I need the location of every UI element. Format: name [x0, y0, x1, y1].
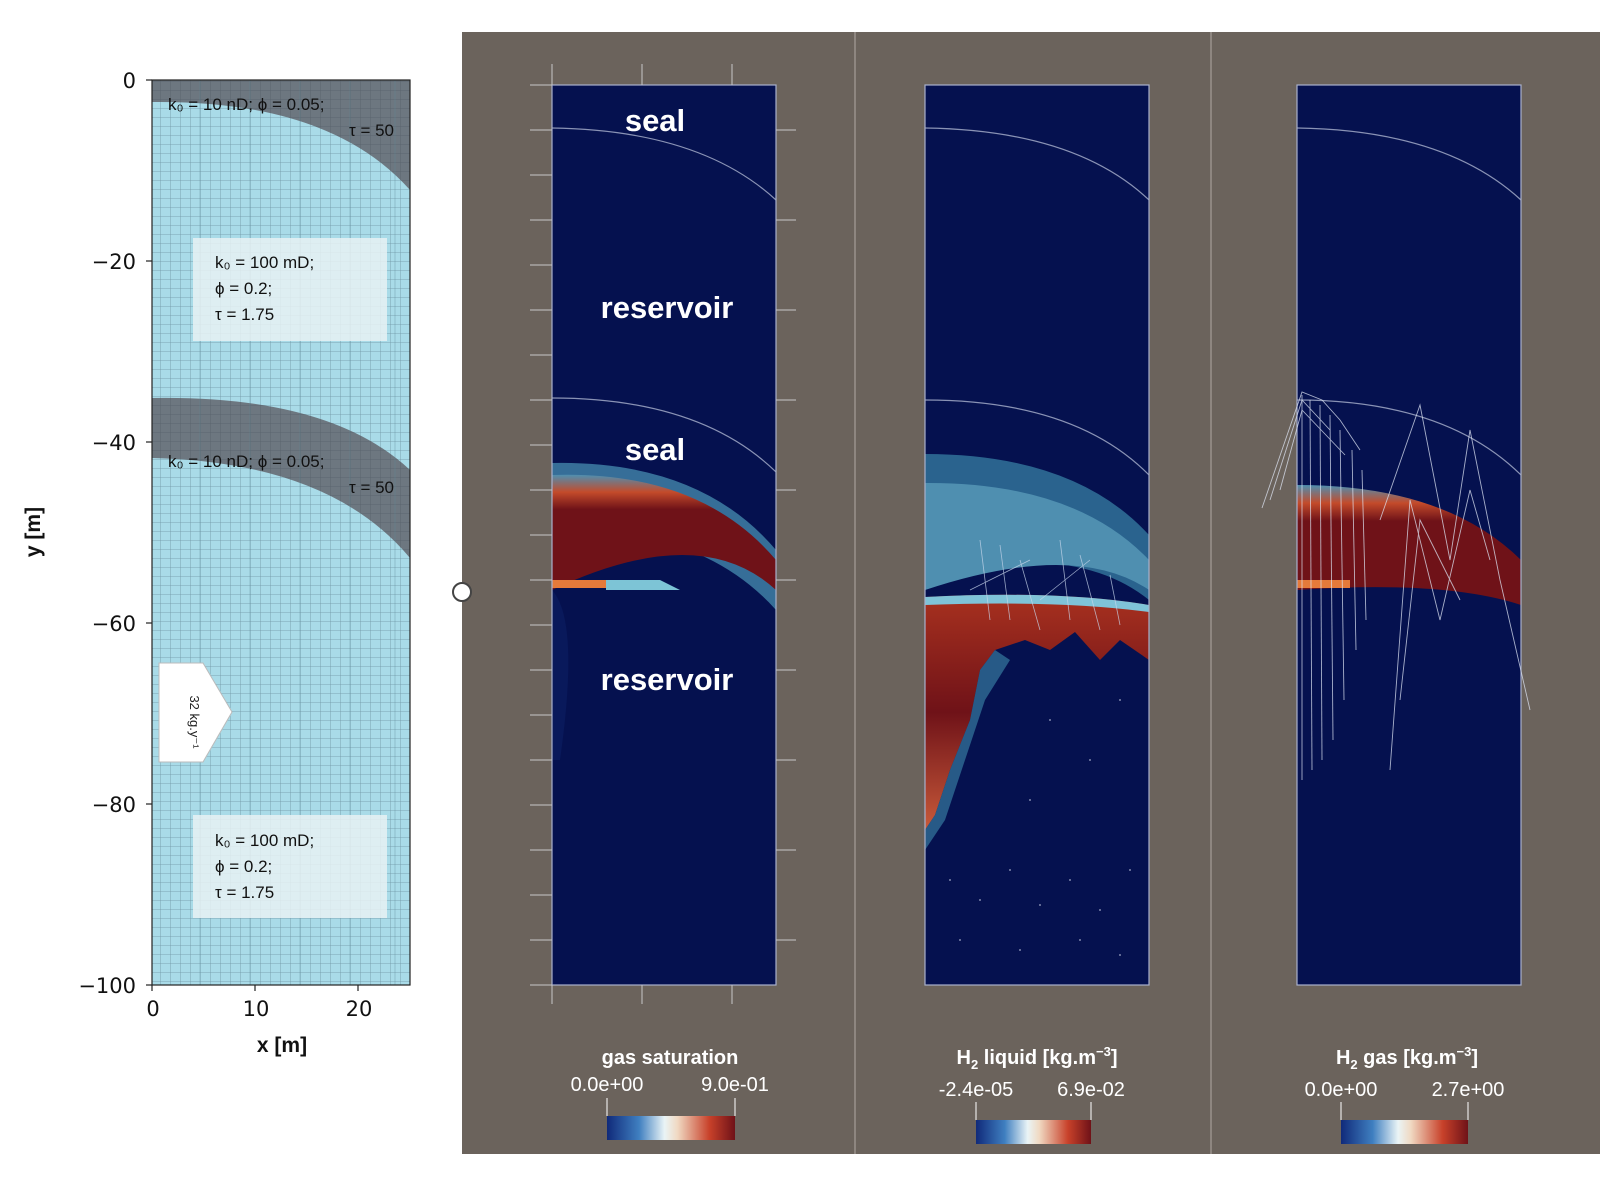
colorbar-3-title: H2 gas [kg.m−3] — [1336, 1044, 1478, 1072]
y-tick-3: −60 — [92, 612, 136, 636]
upper-seal-layer — [152, 80, 410, 190]
velocity-glyphs — [1261, 391, 1531, 780]
mesh-plot-frame — [151, 79, 411, 986]
y-tick-5: −100 — [78, 974, 136, 998]
layer-3-line-1: k₀ = 10 nD; ϕ = 0.05; — [168, 452, 324, 471]
layer-4-label-box — [193, 815, 387, 918]
label-upper-reservoir: reservoir — [601, 290, 734, 325]
colorbar-1-title: gas saturation — [602, 1047, 739, 1069]
layer-2-line-2: ϕ = 0.2; — [215, 279, 272, 298]
colorbar-3 — [1341, 1120, 1468, 1144]
colorbar-2-min: -2.4e-05 — [939, 1079, 1014, 1101]
y-tick-4: −80 — [92, 793, 136, 817]
layer-1-line-2: τ = 50 — [349, 121, 394, 140]
panel-h2-gas: H2 gas [kg.m−3] 0.0e+00 2.7e+00 — [1261, 84, 1531, 1144]
mesh-plot: 32 kg.y⁻¹ k₀ = 10 nD; ϕ = 0.05; τ = 50 k… — [22, 69, 411, 1057]
colorbar-2-max: 6.9e-02 — [1057, 1079, 1125, 1101]
label-lower-reservoir: reservoir — [601, 662, 734, 697]
panel-splitter-handle[interactable] — [452, 582, 472, 602]
colorbar-2-title: H2 liquid [kg.m−3] — [957, 1044, 1118, 1072]
panel-h2-liquid: H2 liquid [kg.m−3] -2.4e-05 6.9e-02 — [924, 84, 1150, 1144]
layer-3-line-2: τ = 50 — [349, 478, 394, 497]
layer-1-line-1: k₀ = 10 nD; ϕ = 0.05; — [168, 95, 324, 114]
x-tick-1: 10 — [243, 997, 270, 1021]
colorbar-1-min: 0.0e+00 — [571, 1074, 644, 1096]
y-axis-label: y [m] — [22, 507, 45, 557]
panel-gas-saturation: seal reservoir seal reservoir gas satura… — [530, 64, 796, 1140]
y-tick-2: −40 — [92, 431, 136, 455]
colorbar-3-min: 0.0e+00 — [1305, 1079, 1378, 1101]
injection-rate-label: 32 kg.y⁻¹ — [187, 695, 202, 749]
x-axis-label: x [m] — [257, 1034, 307, 1057]
label-lower-seal: seal — [625, 432, 685, 467]
y-tick-1: −20 — [92, 250, 136, 274]
colorbar-2 — [976, 1120, 1091, 1144]
x-tick-0: 0 — [146, 997, 159, 1021]
layer-2-line-1: k₀ = 100 mD; — [215, 253, 314, 272]
label-upper-seal: seal — [625, 103, 685, 138]
y-tick-0: 0 — [123, 69, 136, 93]
lower-seal-layer — [152, 397, 410, 558]
colorbar-1-max: 9.0e-01 — [701, 1074, 769, 1096]
injection-arrow — [158, 662, 233, 763]
colorbar-3-max: 2.7e+00 — [1432, 1079, 1505, 1101]
layer-2-line-3: τ = 1.75 — [215, 305, 274, 324]
x-tick-2: 20 — [346, 997, 373, 1021]
layer-4-line-2: ϕ = 0.2; — [215, 857, 272, 876]
colorbar-1 — [607, 1116, 735, 1140]
layer-4-line-1: k₀ = 100 mD; — [215, 831, 314, 850]
layer-4-line-3: τ = 1.75 — [215, 883, 274, 902]
layer-2-label-box — [193, 238, 387, 341]
